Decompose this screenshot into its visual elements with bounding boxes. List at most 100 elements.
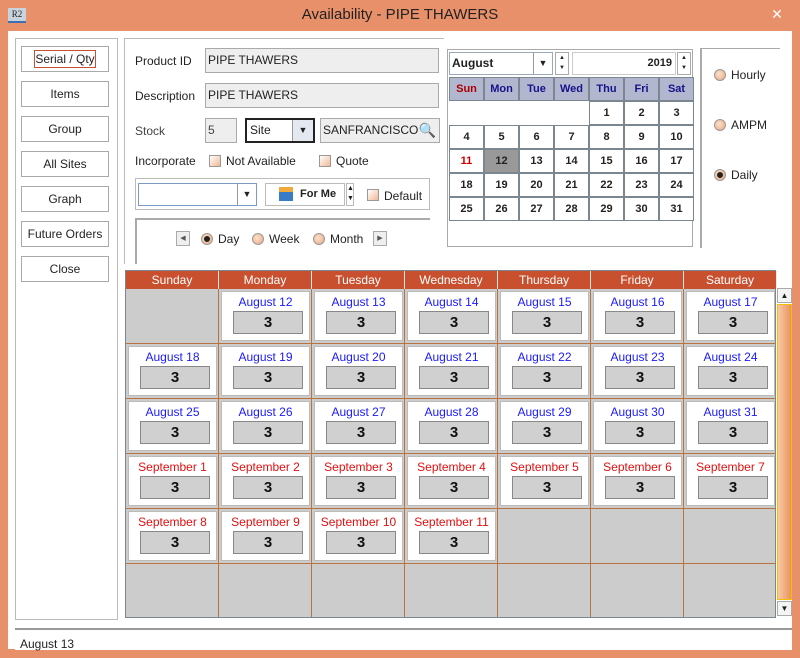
quantity-value[interactable]: 3: [512, 476, 582, 499]
day-cell[interactable]: 2: [624, 101, 659, 125]
day-cell[interactable]: 11: [449, 149, 484, 173]
day-cell[interactable]: September 9 3: [221, 511, 310, 561]
close-window-button[interactable]: ✕: [771, 6, 783, 22]
product-id-field[interactable]: PIPE THAWERS: [205, 48, 439, 73]
scroll-up-button[interactable]: ▲: [777, 288, 792, 303]
quantity-value[interactable]: 3: [419, 421, 489, 444]
close-button[interactable]: Close: [21, 256, 109, 282]
group-button[interactable]: Group: [21, 116, 109, 142]
day-cell[interactable]: September 7 3: [686, 456, 775, 506]
day-cell[interactable]: September 6 3: [593, 456, 682, 506]
quantity-value[interactable]: 3: [140, 476, 210, 499]
items-button[interactable]: Items: [21, 81, 109, 107]
day-cell[interactable]: August 22 3: [500, 346, 589, 396]
day-cell[interactable]: 25: [449, 197, 484, 221]
day-cell[interactable]: September 4 3: [407, 456, 496, 506]
year-spinner[interactable]: ▲ ▼: [677, 52, 691, 75]
day-cell[interactable]: August 27 3: [314, 401, 403, 451]
day-cell[interactable]: August 18 3: [128, 346, 217, 396]
quantity-value[interactable]: 3: [419, 531, 489, 554]
day-cell[interactable]: August 26 3: [221, 401, 310, 451]
quantity-value[interactable]: 3: [419, 476, 489, 499]
quantity-value[interactable]: 3: [698, 476, 768, 499]
day-cell[interactable]: 10: [659, 125, 694, 149]
day-cell[interactable]: August 28 3: [407, 401, 496, 451]
quantity-value[interactable]: 3: [419, 311, 489, 334]
day-cell[interactable]: 7: [554, 125, 589, 149]
day-cell[interactable]: August 29 3: [500, 401, 589, 451]
day-radio[interactable]: [201, 233, 213, 245]
day-cell[interactable]: 23: [624, 173, 659, 197]
day-cell[interactable]: 20: [519, 173, 554, 197]
quantity-value[interactable]: 3: [605, 421, 675, 444]
site-field[interactable]: SANFRANCISCO 🔍: [320, 118, 440, 143]
day-cell[interactable]: August 16 3: [593, 291, 682, 341]
day-cell[interactable]: August 25 3: [128, 401, 217, 451]
quantity-value[interactable]: 3: [698, 366, 768, 389]
search-icon[interactable]: 🔍: [418, 122, 436, 138]
vertical-scrollbar[interactable]: ▲ ▼: [776, 288, 792, 618]
quantity-value[interactable]: 3: [419, 366, 489, 389]
quantity-value[interactable]: 3: [605, 476, 675, 499]
day-cell[interactable]: 4: [449, 125, 484, 149]
quantity-value[interactable]: 3: [326, 311, 396, 334]
view-select[interactable]: ▼: [138, 183, 257, 206]
quantity-value[interactable]: 3: [605, 311, 675, 334]
quantity-value[interactable]: 3: [326, 421, 396, 444]
quantity-value[interactable]: 3: [605, 366, 675, 389]
day-cell[interactable]: 1: [589, 101, 624, 125]
month-radio[interactable]: [313, 233, 325, 245]
serial-qty-button[interactable]: Serial / Qty: [21, 46, 109, 72]
quantity-value[interactable]: 3: [140, 366, 210, 389]
day-cell[interactable]: 15: [589, 149, 624, 173]
for-me-button[interactable]: For Me: [265, 183, 345, 206]
day-cell[interactable]: 28: [554, 197, 589, 221]
day-cell[interactable]: August 13 3: [314, 291, 403, 341]
day-cell[interactable]: 18: [449, 173, 484, 197]
day-cell[interactable]: 13: [519, 149, 554, 173]
day-cell[interactable]: August 21 3: [407, 346, 496, 396]
day-cell[interactable]: September 8 3: [128, 511, 217, 561]
day-cell[interactable]: August 12 3: [221, 291, 310, 341]
quantity-value[interactable]: 3: [140, 531, 210, 554]
not-available-checkbox[interactable]: [209, 155, 221, 167]
day-cell[interactable]: 29: [589, 197, 624, 221]
day-cell[interactable]: September 11 3: [407, 511, 496, 561]
year-field[interactable]: 2019: [572, 52, 676, 75]
week-radio[interactable]: [252, 233, 264, 245]
quantity-value[interactable]: 3: [233, 311, 303, 334]
day-cell[interactable]: 8: [589, 125, 624, 149]
prev-period-button[interactable]: ◀: [176, 231, 190, 246]
ampm-radio[interactable]: [714, 119, 726, 131]
day-cell[interactable]: August 15 3: [500, 291, 589, 341]
day-cell[interactable]: August 30 3: [593, 401, 682, 451]
quantity-value[interactable]: 3: [233, 366, 303, 389]
day-cell[interactable]: August 23 3: [593, 346, 682, 396]
future-orders-button[interactable]: Future Orders: [21, 221, 109, 247]
quantity-value[interactable]: 3: [326, 531, 396, 554]
day-cell[interactable]: August 24 3: [686, 346, 775, 396]
day-cell[interactable]: 31: [659, 197, 694, 221]
day-cell[interactable]: 21: [554, 173, 589, 197]
default-checkbox[interactable]: [367, 189, 379, 201]
quantity-value[interactable]: 3: [326, 366, 396, 389]
site-type-select[interactable]: Site ▼: [245, 118, 315, 143]
all-sites-button[interactable]: All Sites: [21, 151, 109, 177]
daily-radio[interactable]: [714, 169, 726, 181]
quantity-value[interactable]: 3: [698, 421, 768, 444]
day-cell[interactable]: 27: [519, 197, 554, 221]
day-cell[interactable]: August 19 3: [221, 346, 310, 396]
day-cell[interactable]: 6: [519, 125, 554, 149]
day-cell[interactable]: 3: [659, 101, 694, 125]
quantity-value[interactable]: 3: [326, 476, 396, 499]
day-cell[interactable]: 17: [659, 149, 694, 173]
day-cell[interactable]: 5: [484, 125, 519, 149]
quote-checkbox[interactable]: [319, 155, 331, 167]
quantity-value[interactable]: 3: [512, 421, 582, 444]
quantity-value[interactable]: 3: [140, 421, 210, 444]
month-select[interactable]: August ▼: [449, 52, 553, 75]
quantity-value[interactable]: 3: [233, 421, 303, 444]
quantity-value[interactable]: 3: [512, 366, 582, 389]
day-cell[interactable]: September 5 3: [500, 456, 589, 506]
graph-button[interactable]: Graph: [21, 186, 109, 212]
